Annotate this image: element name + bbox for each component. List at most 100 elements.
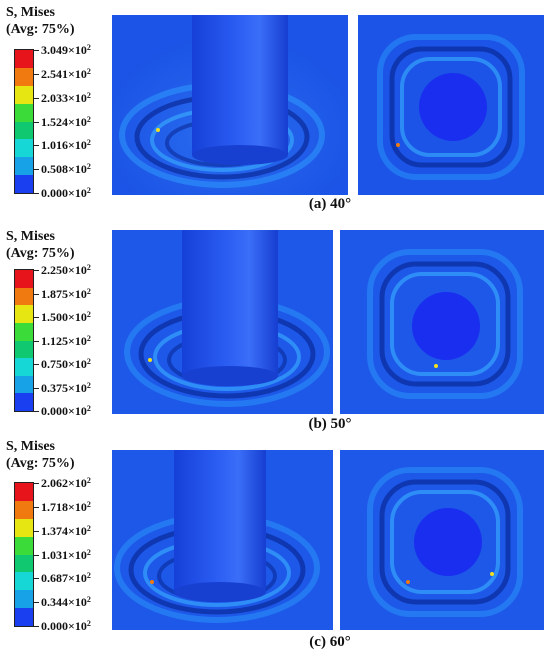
legend-title-b: S, Mises (Avg: 75%) [6, 228, 75, 262]
legend-exponent: 2 [86, 499, 91, 509]
legend-tick [34, 626, 39, 627]
legend-tick [34, 270, 39, 271]
legend-color-swatch [15, 483, 33, 501]
legend-exponent: 2 [86, 523, 91, 533]
legend-color-swatch [15, 518, 33, 537]
legend-tick-label: 0.687×102 [41, 571, 91, 586]
legend-color-swatch [15, 175, 33, 193]
legend-color-swatch [15, 85, 33, 104]
legend-title-c: S, Mises (Avg: 75%) [6, 438, 75, 472]
legend-exponent: 2 [86, 138, 91, 148]
legend-title-line1: S, Mises [6, 229, 55, 244]
legend-value: 0.750×10 [41, 357, 87, 371]
legend-title-line2: (Avg: 75%) [6, 22, 75, 37]
legend-color-swatch [15, 500, 33, 519]
legend-exponent: 2 [86, 380, 91, 390]
legend-tick-label: 1.500×102 [41, 310, 91, 324]
legend-tick [34, 483, 39, 484]
legend-exponent: 2 [86, 162, 91, 172]
legend-value: 1.875×10 [41, 286, 87, 301]
legend-tick-label: 2.541×102 [41, 66, 91, 80]
legend-tick [34, 73, 39, 75]
legend-exponent: 2 [86, 595, 91, 605]
legend-title-line1: S, Mises [6, 439, 55, 454]
legend-exponent: 2 [86, 357, 91, 366]
legend-value: 0.508×10 [41, 162, 87, 177]
legend-color-swatch [15, 358, 33, 376]
legend-title-line2: (Avg: 75%) [6, 246, 75, 261]
legend-value: 2.033×10 [41, 90, 87, 105]
panel-a: S, Mises (Avg: 75%) [0, 0, 550, 218]
legend-tick [34, 411, 39, 412]
legend-exponent: 2 [86, 286, 91, 296]
legend-tick-label: 0.508×102 [41, 162, 91, 177]
legend-tick-label: 2.033×102 [41, 90, 91, 105]
legend-color-swatch [15, 139, 33, 158]
caption-b: (b) 50° [308, 416, 352, 432]
legend-exponent: 2 [86, 310, 91, 319]
contour-top-view-a [358, 15, 544, 195]
legend-exponent: 2 [86, 404, 91, 413]
contour-top-view-c [340, 450, 544, 630]
legend-title-line2: (Avg: 75%) [6, 456, 75, 471]
legend-tick [34, 578, 39, 580]
side-view-image-c [112, 450, 333, 630]
legend-value: 2.250×10 [41, 263, 87, 277]
legend-value: 0.000×10 [41, 619, 87, 633]
legend-exponent: 2 [86, 66, 91, 76]
legend-exponent: 2 [86, 114, 91, 124]
legend-tick-label: 0.000×102 [41, 619, 91, 633]
legend-colorbar-b [14, 269, 34, 412]
legend-exponent: 2 [86, 186, 91, 195]
legend-tick-label: 0.000×102 [41, 186, 91, 199]
legend-color-swatch [15, 287, 33, 306]
legend-value: 0.687×10 [41, 571, 87, 586]
legend-exponent: 2 [86, 571, 91, 581]
legend-tick-label: 0.375×102 [41, 380, 91, 394]
legend-tick-label: 2.062×102 [41, 476, 91, 489]
legend-value: 1.524×10 [41, 114, 87, 129]
legend-value: 1.374×10 [41, 523, 87, 538]
legend-color-swatch [15, 322, 33, 341]
legend-title-line1: S, Mises [6, 5, 55, 20]
legend-value: 1.016×10 [41, 138, 87, 153]
legend-tick [34, 50, 39, 51]
legend-tick-label: 2.250×102 [41, 263, 91, 277]
caption-a: (a) 40° [308, 196, 352, 212]
legend-color-swatch [15, 305, 33, 323]
legend-exponent: 2 [86, 547, 91, 557]
legend-exponent: 2 [86, 43, 91, 52]
legend-exponent: 2 [86, 619, 91, 628]
side-view-image-a [112, 15, 348, 195]
legend-tick [34, 97, 39, 99]
legend-tick [34, 530, 39, 532]
legend-value: 1.500×10 [41, 310, 87, 324]
legend-value: 1.031×10 [41, 547, 87, 562]
legend-tick [34, 554, 39, 556]
legend-tick-label: 3.049×102 [41, 43, 91, 57]
legend-tick [34, 169, 39, 171]
panel-c: S, Mises (Avg: 75%) [0, 439, 550, 662]
legend-tick-label: 1.524×102 [41, 114, 91, 129]
contour-side-view-c [112, 450, 333, 630]
legend-tick-label: 1.016×102 [41, 138, 91, 153]
legend-color-swatch [15, 103, 33, 122]
legend-tick [34, 145, 39, 147]
legend-value: 0.344×10 [41, 595, 87, 610]
legend-color-swatch [15, 375, 33, 394]
legend-tick-label: 1.374×102 [41, 523, 91, 538]
legend-colorbar-a [14, 49, 34, 194]
legend-exponent: 2 [86, 263, 91, 272]
side-view-image-b [112, 230, 333, 414]
legend-colorbar-c [14, 482, 34, 627]
contour-side-view-b [112, 230, 333, 414]
legend-color-swatch [15, 393, 33, 411]
legend-color-swatch [15, 157, 33, 176]
contour-top-view-b [340, 230, 544, 414]
legend-title-a: S, Mises (Avg: 75%) [6, 4, 75, 38]
legend-exponent: 2 [86, 90, 91, 100]
legend-value: 3.049×10 [41, 43, 87, 57]
contour-side-view-a [112, 15, 348, 195]
legend-color-swatch [15, 554, 33, 573]
legend-tick [34, 387, 39, 389]
